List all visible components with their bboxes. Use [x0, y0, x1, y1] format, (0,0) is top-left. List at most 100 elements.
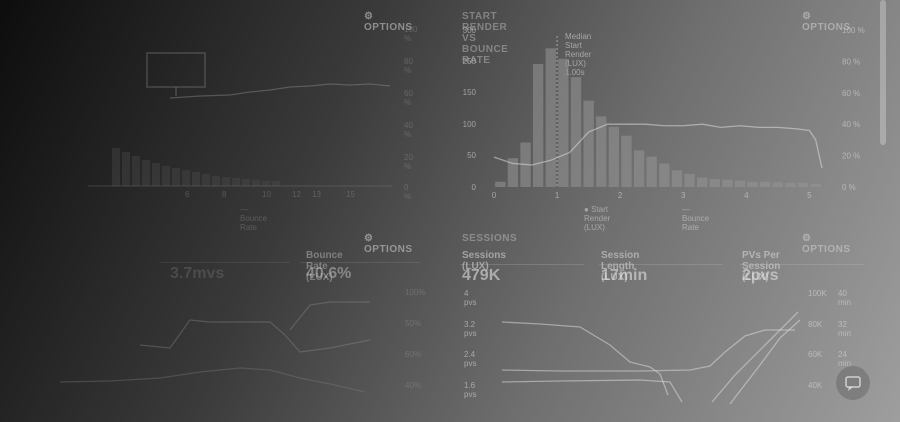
- sessions-line-pvs-rise: [729, 319, 801, 405]
- start-render-y-left-tick: 50: [467, 151, 476, 160]
- chat-badge: [864, 364, 874, 374]
- start-render-bar[interactable]: [532, 64, 544, 187]
- start-render-bar[interactable]: [570, 77, 582, 187]
- bl-bounce-label: Bounce Rate (LUX): [306, 250, 343, 283]
- legend-bars-item[interactable]: ● Start Render (LUX): [584, 205, 611, 232]
- bottom-left-chart: [59, 301, 371, 393]
- sessions-value: 479K: [462, 267, 501, 284]
- start-render-x-tick: 5: [807, 191, 812, 200]
- start-render-bar[interactable]: [684, 173, 695, 187]
- legend-bars-label: Start Render (LUX): [584, 205, 611, 232]
- start-render-y-right-ticks: 100 % 80 % 60 % 40 % 20 % 0 %: [842, 26, 865, 192]
- start-render-bar[interactable]: [734, 180, 746, 187]
- sess-ytick-right: 60K: [808, 350, 823, 359]
- start-render-bar[interactable]: [583, 100, 594, 187]
- tl-xtick: 15: [346, 190, 355, 199]
- start-render-bar[interactable]: [621, 135, 632, 187]
- start-render-bar[interactable]: [747, 181, 758, 187]
- start-render-bar[interactable]: [495, 181, 506, 187]
- start-render-bar[interactable]: [646, 156, 657, 187]
- pvs-per-session-label: PVs Per Session (LUX): [742, 250, 781, 283]
- tl-bar: [142, 160, 150, 186]
- start-render-bar[interactable]: [797, 182, 809, 187]
- sess-ytick-right: 100K: [808, 289, 827, 298]
- sessions-title: SESSIONS: [462, 233, 518, 244]
- tl-bar: [192, 172, 200, 186]
- sess-ytick-left: 4 pvs: [464, 289, 477, 307]
- start-render-bar[interactable]: [772, 182, 784, 187]
- tl-bar: [162, 166, 170, 186]
- bottom-left-options-label: OPTIONS: [364, 244, 413, 255]
- bl-ytick: 50%: [405, 319, 422, 328]
- monitor-icon: [146, 52, 206, 88]
- sessions-line-length: [501, 379, 683, 403]
- bl-ytick: 40%: [405, 381, 422, 390]
- tl-xtick: 12: [292, 190, 301, 199]
- chat-icon: [845, 376, 861, 391]
- tl-bar: [212, 176, 220, 186]
- start-render-y-right-tick: 60 %: [842, 89, 860, 98]
- start-render-title: START RENDER VS BOUNCE RATE: [462, 11, 509, 66]
- sess-ytick-right: 80K: [808, 320, 823, 329]
- tl-bar: [232, 178, 240, 186]
- bl-rule-1: [160, 262, 290, 263]
- start-render-bar[interactable]: [633, 150, 645, 187]
- bl-bounce-value: 40.6%: [306, 265, 352, 282]
- sess-ytick-left: 1.6 pvs: [464, 381, 477, 399]
- start-render-bar[interactable]: [722, 179, 733, 187]
- start-render-bar[interactable]: [596, 116, 607, 187]
- start-render-bar[interactable]: [671, 170, 683, 187]
- legend-line-label: Bounce Rate: [682, 214, 710, 232]
- start-render-bar[interactable]: [558, 58, 569, 188]
- start-render-bar[interactable]: [785, 182, 796, 187]
- start-render-bar[interactable]: [659, 163, 670, 187]
- legend-line-item[interactable]: — Bounce Rate: [682, 205, 710, 232]
- start-render-bars: [495, 48, 821, 188]
- start-render-y-left-tick: 0: [472, 183, 477, 192]
- start-render-options-button[interactable]: ⚙ OPTIONS: [802, 11, 851, 33]
- tl-bar: [272, 181, 280, 186]
- tl-bar: [122, 152, 130, 186]
- tl-xtick: 10: [262, 190, 271, 199]
- sessions-options-button[interactable]: ⚙ OPTIONS: [802, 233, 851, 255]
- sessions-line-pvs: [501, 321, 669, 396]
- start-render-bar[interactable]: [810, 183, 821, 187]
- tl-bar: [182, 170, 190, 186]
- start-render-x-tick: 3: [681, 191, 686, 200]
- start-render-y-left-tick: 300: [463, 26, 477, 35]
- top-left-options-button[interactable]: ⚙ OPTIONS: [364, 11, 413, 33]
- tl-bar: [222, 177, 230, 186]
- tl-ytick: 60 %: [404, 89, 413, 107]
- pvs-per-session-value: 2pvs: [742, 267, 779, 284]
- start-render-bar[interactable]: [545, 48, 556, 187]
- tl-xtick: 6: [185, 190, 190, 199]
- bl-ytick: 60%: [405, 350, 422, 359]
- start-render-bar[interactable]: [760, 181, 771, 187]
- start-render-options-label: OPTIONS: [802, 22, 851, 33]
- tl-bar: [132, 156, 140, 186]
- sess-ytick-right: 40K: [808, 381, 823, 390]
- tl-bar: [242, 179, 250, 186]
- start-render-y-right-tick: 100 %: [842, 26, 865, 35]
- start-render-bar[interactable]: [608, 126, 620, 187]
- start-render-bar[interactable]: [709, 179, 720, 187]
- bottom-left-options-button[interactable]: ⚙ OPTIONS: [364, 233, 413, 255]
- tl-bar: [112, 148, 120, 186]
- start-render-bar[interactable]: [696, 177, 708, 187]
- start-render-x-tick: 4: [744, 191, 749, 200]
- start-render-y-left-tick: 250: [463, 57, 477, 66]
- bounce-rate-line: [493, 123, 823, 169]
- tl-ytick: 20 %: [404, 153, 413, 171]
- start-render-bar[interactable]: [507, 158, 519, 187]
- bl-metric1-value: 3.7mvs: [170, 265, 225, 282]
- start-render-y-left-tick: 150: [463, 88, 477, 97]
- start-render-y-right-tick: 0 %: [842, 183, 856, 192]
- page-scrollbar[interactable]: [880, 0, 886, 145]
- tl-bar: [202, 174, 210, 186]
- sessions-line-sessions: [501, 329, 795, 372]
- bl-rule-2: [300, 262, 420, 263]
- median-label: Median Start Render (LUX) 1.00s: [565, 32, 592, 77]
- sessions-options-label: OPTIONS: [802, 244, 851, 255]
